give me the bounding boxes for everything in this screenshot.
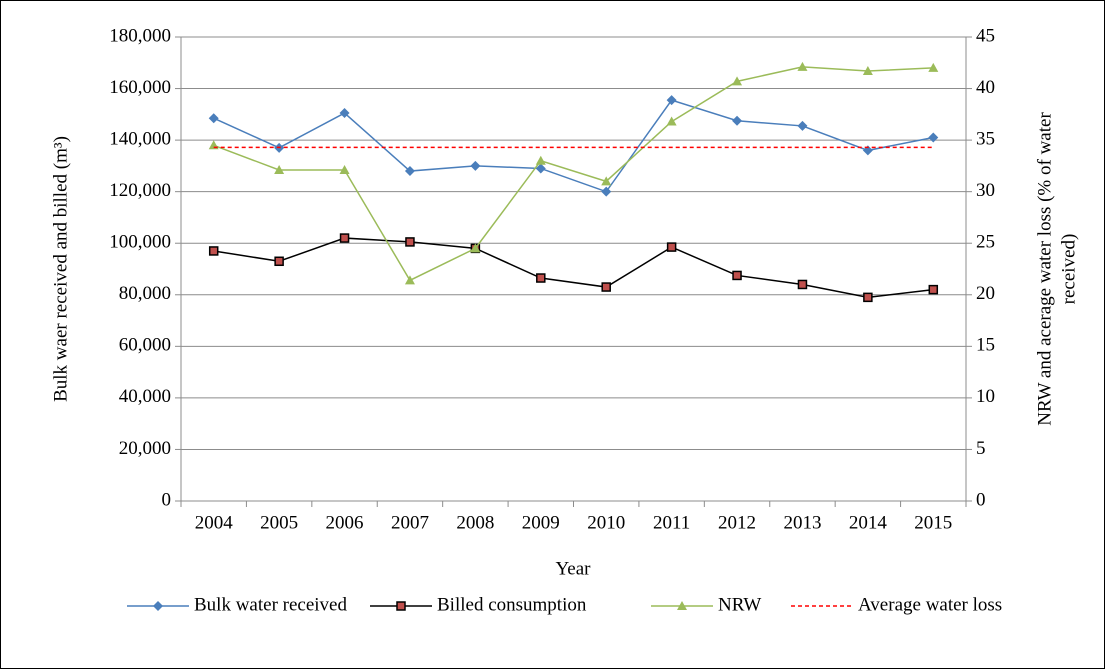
x-tick-label: 2007 xyxy=(391,512,429,533)
data-point xyxy=(208,246,219,256)
data-point xyxy=(339,108,350,119)
y-tick-label: 100,000 xyxy=(109,232,171,253)
x-tick-label: 2013 xyxy=(783,512,821,533)
x-tick-label: 2005 xyxy=(260,512,298,533)
data-point xyxy=(535,163,546,174)
y-tick-label: 160,000 xyxy=(109,77,171,98)
y-tick-label: 180,000 xyxy=(109,25,171,46)
data-point xyxy=(666,116,677,126)
legend-marker xyxy=(396,601,406,611)
legend-label: Average water loss xyxy=(858,594,1002,615)
data-point xyxy=(797,279,808,290)
data-point xyxy=(732,115,743,126)
data-point xyxy=(928,62,939,72)
y-tick-label: 0 xyxy=(162,489,172,510)
data-point xyxy=(862,66,873,76)
y2-axis-title: NRW and acerage water loss (% of water xyxy=(1034,112,1055,426)
x-tick-label: 2011 xyxy=(653,512,690,533)
data-point xyxy=(732,76,743,86)
data-point xyxy=(535,155,546,165)
data-point xyxy=(274,256,284,267)
data-point xyxy=(797,120,808,131)
data-point xyxy=(732,270,742,281)
data-point xyxy=(601,176,612,186)
data-point xyxy=(470,243,481,253)
x-tick-label: 2008 xyxy=(456,512,494,533)
legend-marker xyxy=(153,601,163,611)
data-point xyxy=(797,61,808,71)
data-point xyxy=(863,292,873,303)
legend-label: Billed consumption xyxy=(437,594,587,615)
x-tick-label: 2004 xyxy=(195,512,234,533)
y-tick-label: 20,000 xyxy=(119,438,171,459)
y2-tick-label: 0 xyxy=(976,489,986,510)
data-point xyxy=(666,242,677,252)
data-point xyxy=(666,95,677,106)
data-point xyxy=(601,282,611,292)
y-tick-label: 60,000 xyxy=(119,335,171,356)
x-tick-label: 2015 xyxy=(914,512,952,533)
data-point xyxy=(601,186,612,197)
y2-axis-title: received) xyxy=(1058,234,1079,305)
y2-tick-label: 15 xyxy=(976,335,995,356)
y-tick-label: 40,000 xyxy=(119,386,171,407)
legend-label: Bulk water received xyxy=(194,594,347,615)
y2-tick-label: 5 xyxy=(976,438,986,459)
data-point xyxy=(274,165,285,175)
y2-tick-label: 35 xyxy=(976,128,995,149)
data-point xyxy=(208,113,219,124)
x-tick-label: 2009 xyxy=(522,512,560,533)
y2-tick-label: 10 xyxy=(976,386,995,407)
y2-tick-label: 25 xyxy=(976,232,995,253)
data-point xyxy=(928,284,939,295)
y2-tick-label: 20 xyxy=(976,283,995,304)
y2-tick-label: 40 xyxy=(976,77,995,98)
data-point xyxy=(404,166,415,177)
series-line xyxy=(213,99,934,193)
legend-label: NRW xyxy=(718,594,761,615)
x-tick-label: 2014 xyxy=(849,512,888,533)
y2-tick-label: 45 xyxy=(976,25,995,46)
series-line xyxy=(213,66,934,282)
x-axis-title: Year xyxy=(555,558,591,579)
x-tick-label: 2012 xyxy=(718,512,756,533)
legend-marker xyxy=(677,601,687,610)
x-tick-label: 2010 xyxy=(587,512,625,533)
series-line xyxy=(213,237,934,299)
data-point xyxy=(339,233,350,243)
data-point xyxy=(404,275,415,285)
data-point xyxy=(536,273,546,283)
x-tick-label: 2006 xyxy=(326,512,364,533)
data-point xyxy=(405,237,415,247)
y-tick-label: 80,000 xyxy=(119,283,171,304)
data-point xyxy=(928,132,939,143)
y2-tick-label: 30 xyxy=(976,180,995,201)
y-tick-label: 120,000 xyxy=(109,180,171,201)
y-tick-label: 140,000 xyxy=(109,128,171,149)
data-point xyxy=(470,160,481,171)
data-point xyxy=(339,165,350,175)
y-axis-title: Bulk waer received and billed (m³) xyxy=(50,136,71,402)
